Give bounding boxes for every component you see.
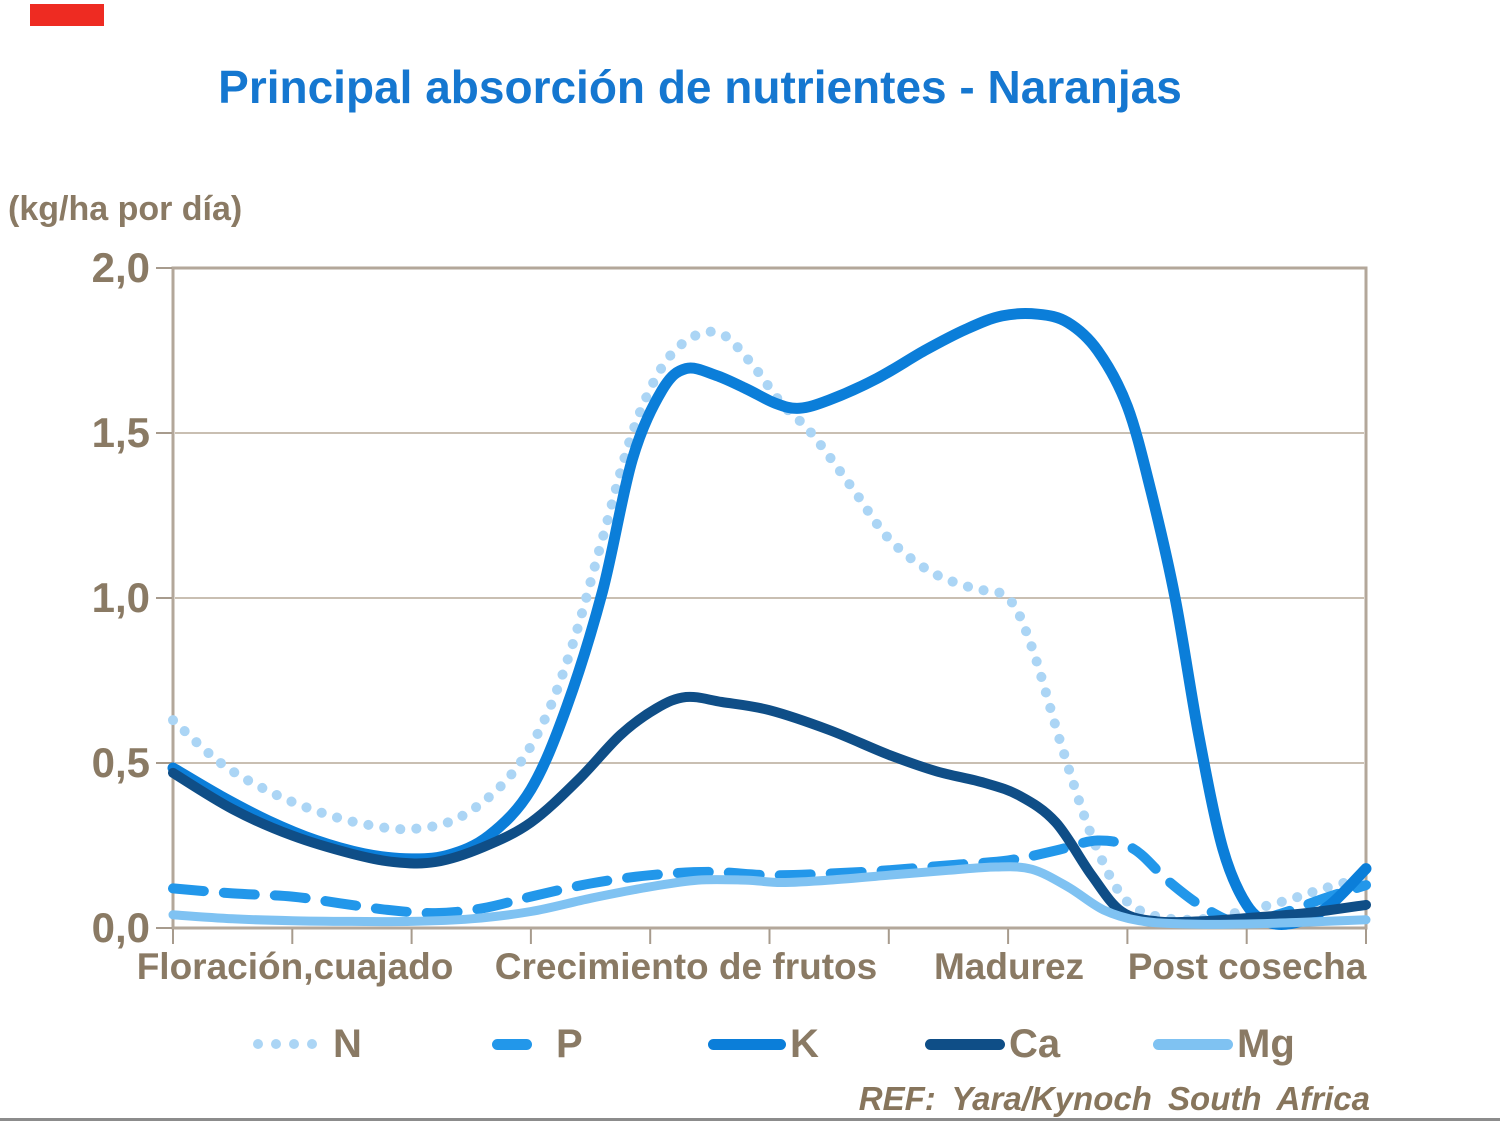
legend-item-p: P bbox=[492, 1016, 583, 1072]
series-Ca bbox=[168, 691, 1371, 928]
legend-item-mg: Mg bbox=[1153, 1016, 1295, 1072]
y-tick-label: 2,0 bbox=[91, 244, 150, 291]
legend-label: Mg bbox=[1237, 1021, 1295, 1066]
red-accent-bar bbox=[30, 4, 104, 26]
legend-swatch-line bbox=[925, 1038, 1005, 1050]
x-axis-label: Floración,cuajado bbox=[136, 946, 454, 987]
legend-swatch-dotted bbox=[253, 1039, 317, 1049]
chart-legend: N P K Ca Mg bbox=[0, 1016, 1500, 1072]
legend-label: Ca bbox=[1009, 1021, 1061, 1066]
legend-item-ca: Ca bbox=[925, 1016, 1060, 1072]
y-tick-label: 0,5 bbox=[91, 739, 150, 786]
reference-credit: REF: Yara/Kynoch South Africa bbox=[858, 1080, 1370, 1117]
legend-label: K bbox=[790, 1021, 819, 1066]
legend-label: N bbox=[333, 1021, 362, 1066]
legend-label: P bbox=[556, 1021, 583, 1066]
series-N bbox=[168, 326, 1371, 925]
bottom-divider-line bbox=[0, 1118, 1500, 1121]
y-axis-unit-label: (kg/ha por día) bbox=[8, 190, 243, 228]
series-K bbox=[167, 308, 1372, 931]
x-axis-label: Crecimiento de frutos bbox=[494, 946, 878, 987]
series-Mg bbox=[168, 862, 1371, 929]
page-title: Principal absorción de nutrientes - Nara… bbox=[218, 61, 1182, 113]
series-P bbox=[168, 835, 1371, 929]
y-tick-label: 1,5 bbox=[91, 409, 150, 456]
legend-swatch-line bbox=[708, 1038, 786, 1050]
legend-item-n: N bbox=[253, 1016, 362, 1072]
y-tick-label: 0,0 bbox=[91, 904, 150, 951]
legend-item-k: K bbox=[708, 1016, 819, 1072]
x-axis-label: Post cosecha bbox=[1127, 946, 1367, 987]
y-tick-label: 1,0 bbox=[91, 574, 150, 621]
legend-swatch-dash bbox=[492, 1038, 532, 1050]
x-axis-label: Madurez bbox=[933, 946, 1085, 987]
legend-swatch-line bbox=[1153, 1038, 1233, 1050]
